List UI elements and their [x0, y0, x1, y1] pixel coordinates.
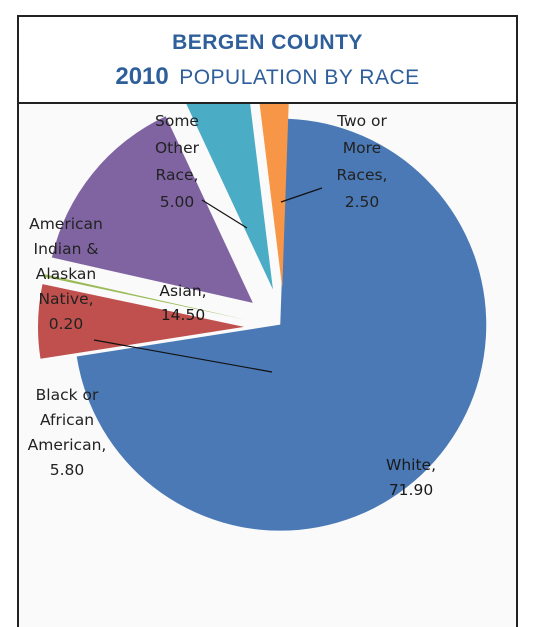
data-label-white: White, 71.90 — [386, 456, 436, 499]
pie-slice-other-race — [186, 104, 273, 290]
leader-line-american-indian — [93, 339, 273, 373]
leader-line-two-or-more — [280, 187, 323, 203]
chart-frame: BERGEN COUNTY 2010 POPULATION BY RACE Wh… — [17, 15, 518, 627]
pie-slice-white — [76, 118, 487, 531]
chart-header: BERGEN COUNTY 2010 POPULATION BY RACE — [19, 17, 516, 104]
county-title: BERGEN COUNTY — [172, 31, 363, 54]
data-label-asian: Asian, 14.50 — [159, 282, 206, 324]
pie-slice-american-indian — [43, 274, 245, 320]
pie-slice-black — [38, 284, 245, 359]
leader-line-other-race — [201, 199, 248, 229]
data-label-black: Black or African American, 5.80 — [28, 386, 107, 479]
chart-subtitle: 2010 POPULATION BY RACE — [19, 63, 516, 91]
data-label-american-indian: American Indian & Alaskan Native, 0.20 — [29, 215, 103, 333]
pie-slice-asian — [51, 116, 253, 303]
pie-slice-two-or-more — [259, 104, 289, 289]
year-label: 2010 — [115, 63, 169, 90]
data-label-other-race: Some Other Race, 5.00 — [155, 112, 200, 211]
pie-chart: White, 71.90 Black or African American, 5.80 A… — [28, 104, 487, 531]
plot-area: White, 71.90 Black or African American, 5.80 A… — [19, 104, 516, 627]
data-label-two-or-more: Two or More Races, 2.50 — [336, 112, 387, 211]
subtitle-text: POPULATION BY RACE — [179, 66, 420, 89]
